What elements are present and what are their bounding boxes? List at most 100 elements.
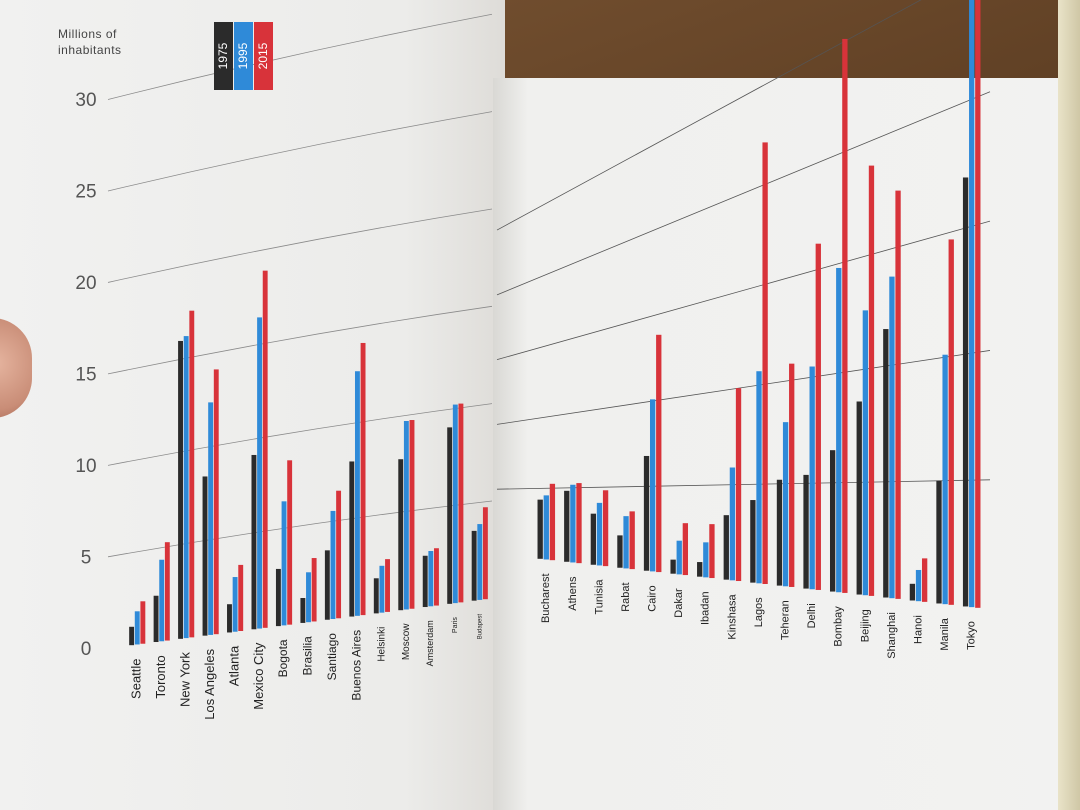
x-tick-label-beijing: Beijing bbox=[859, 609, 871, 642]
bar-brasilia-1995 bbox=[306, 572, 311, 623]
bar-toronto-1975 bbox=[153, 595, 159, 643]
bar-seattle-2015 bbox=[140, 601, 146, 644]
bar-teheran-2015 bbox=[789, 363, 795, 587]
x-tick-label-lagos: Lagos bbox=[753, 597, 765, 627]
x-tick-label-seattle: Seattle bbox=[129, 658, 144, 698]
bar-los-angeles-1975 bbox=[202, 476, 208, 636]
bar-bucharest-1995 bbox=[543, 495, 549, 560]
y-tick-label-0: 0 bbox=[81, 639, 92, 660]
bar-athens-2015 bbox=[576, 483, 582, 564]
y-tick-label-25: 25 bbox=[75, 182, 96, 203]
y-tick-label-15: 15 bbox=[75, 365, 96, 386]
y-tick-label-20: 20 bbox=[75, 273, 96, 294]
y-axis-ticks: 0 5 10 15 20 25 30 bbox=[75, 90, 96, 660]
x-tick-label-manila: Manila bbox=[939, 617, 951, 650]
x-tick-label-budapest: Budapest bbox=[477, 614, 483, 640]
x-tick-label-santiago: Santiago bbox=[325, 633, 339, 681]
bar-beijing-1975 bbox=[856, 401, 862, 595]
x-tick-label-athens: Athens bbox=[567, 576, 579, 611]
bar-manila-1975 bbox=[936, 480, 942, 604]
bar-bogota-2015 bbox=[287, 460, 293, 625]
legend-label-2015: 2015 bbox=[256, 42, 270, 69]
gridline-left-5 bbox=[107, 500, 493, 558]
bar-delhi-2015 bbox=[815, 243, 821, 590]
bar-rabat-2015 bbox=[629, 511, 635, 570]
bar-bombay-1975 bbox=[829, 450, 836, 592]
bar-amsterdam-1975 bbox=[422, 555, 428, 608]
bar-tokyo-1975 bbox=[962, 177, 969, 607]
bar-rabat-1975 bbox=[617, 535, 623, 568]
x-axis-labels: Seattle Toronto New York Los Angeles Atlanta… bbox=[129, 573, 978, 719]
x-tick-label-paris: Paris bbox=[452, 617, 459, 633]
legend-label-1995: 1995 bbox=[236, 42, 250, 69]
x-tick-label-rabat: Rabat bbox=[620, 582, 632, 611]
y-tick-label-10: 10 bbox=[75, 456, 96, 477]
bar-shanghai-1995 bbox=[889, 276, 895, 599]
x-tick-label-tokyo: Tokyo bbox=[966, 621, 978, 650]
gridline-left-10 bbox=[107, 403, 493, 466]
bar-helsinki-1995 bbox=[379, 565, 385, 613]
bar-dakar-2015 bbox=[682, 523, 689, 576]
x-tick-label-cairo: Cairo bbox=[647, 585, 659, 611]
gridline-left-15 bbox=[107, 305, 493, 375]
bar-tunisia-2015 bbox=[602, 490, 609, 567]
bar-kinshasa-1975 bbox=[723, 515, 729, 580]
x-tick-label-bombay: Bombay bbox=[833, 606, 845, 647]
bar-seattle-1975 bbox=[129, 626, 135, 646]
bar-ibadan-2015 bbox=[709, 524, 715, 579]
y-axis-label-line2: inhabitants bbox=[58, 43, 122, 57]
bar-delhi-1995 bbox=[809, 366, 815, 590]
y-tick-label-30: 30 bbox=[75, 90, 96, 111]
gridline-left-25 bbox=[107, 111, 493, 192]
bar-santiago-1995 bbox=[330, 510, 336, 620]
bar-hanoi-1995 bbox=[915, 569, 922, 602]
bar-kinshasa-2015 bbox=[735, 388, 742, 582]
bar-tokyo-2015 bbox=[975, 0, 981, 608]
bar-dakar-1995 bbox=[676, 540, 682, 575]
bar-cairo-1995 bbox=[649, 399, 656, 572]
y-tick-label-5: 5 bbox=[81, 548, 92, 569]
bar-ibadan-1975 bbox=[697, 562, 703, 577]
bar-los-angeles-2015 bbox=[213, 369, 219, 635]
bar-ibadan-1995 bbox=[703, 542, 709, 578]
legend-swatch-1995 bbox=[234, 22, 253, 90]
bar-cairo-2015 bbox=[656, 334, 662, 573]
x-tick-label-hanoi: Hanoi bbox=[912, 615, 924, 644]
gridline-right-15 bbox=[496, 220, 991, 361]
x-tick-label-teheran: Teheran bbox=[779, 600, 791, 640]
x-tick-label-shanghai: Shanghai bbox=[886, 612, 898, 659]
bar-teheran-1995 bbox=[782, 422, 789, 587]
x-tick-label-ibadan: Ibadan bbox=[700, 591, 712, 625]
x-tick-label-los-angeles: Los Angeles bbox=[202, 648, 217, 719]
x-tick-label-dakar: Dakar bbox=[673, 588, 685, 618]
bar-delhi-1975 bbox=[803, 474, 809, 589]
bar-moscow-1995 bbox=[403, 420, 409, 610]
bar-bombay-2015 bbox=[842, 38, 848, 593]
bars bbox=[129, 0, 981, 646]
bar-bogota-1975 bbox=[275, 568, 281, 627]
bar-brasilia-2015 bbox=[311, 558, 317, 622]
bar-new-york-1975 bbox=[178, 340, 183, 639]
x-tick-label-toronto: Toronto bbox=[153, 655, 168, 698]
x-tick-label-bucharest: Bucharest bbox=[540, 573, 552, 623]
bar-cairo-1975 bbox=[643, 455, 650, 571]
x-tick-label-delhi: Delhi bbox=[806, 603, 818, 628]
bar-new-york-2015 bbox=[189, 310, 195, 638]
x-tick-label-brasilia: Brasilia bbox=[301, 636, 315, 676]
bar-beijing-1995 bbox=[862, 310, 869, 596]
bar-hanoi-1975 bbox=[909, 583, 916, 601]
bar-paris-1975 bbox=[447, 427, 453, 604]
x-tick-label-bogota: Bogota bbox=[276, 639, 290, 677]
bar-manila-2015 bbox=[948, 239, 954, 605]
bar-helsinki-2015 bbox=[385, 559, 390, 612]
bar-buenos-aires-1995 bbox=[354, 371, 360, 616]
x-tick-label-moscow: Moscow bbox=[401, 623, 412, 660]
bar-bucharest-1975 bbox=[537, 499, 543, 559]
x-tick-label-tunisia: Tunisia bbox=[593, 579, 605, 615]
bar-lagos-1995 bbox=[756, 371, 762, 584]
x-tick-label-helsinki: Helsinki bbox=[377, 627, 388, 662]
bar-lagos-1975 bbox=[750, 500, 756, 583]
bar-tunisia-1975 bbox=[590, 513, 597, 565]
bar-seattle-1995 bbox=[134, 611, 140, 645]
bar-atlanta-2015 bbox=[238, 564, 244, 632]
